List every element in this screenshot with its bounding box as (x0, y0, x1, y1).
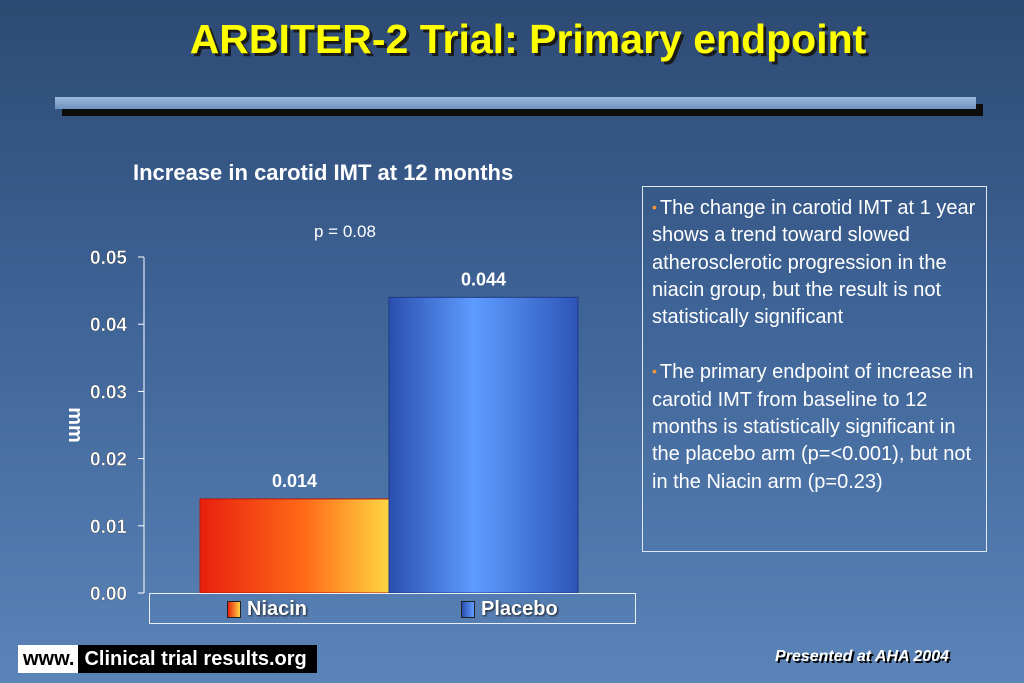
data-label: 0.044 (461, 269, 506, 289)
note-item: • The change in carotid IMT at 1 year sho… (652, 194, 976, 331)
p-value-annotation: p = 0.08 (314, 222, 376, 241)
legend-item-niacin: Niacin (227, 598, 307, 621)
y-tick-label: 0.02 (90, 450, 127, 471)
data-label: 0.014 (272, 471, 317, 491)
notes-box: • The change in carotid IMT at 1 year sho… (642, 186, 987, 552)
bullet-icon: • (652, 363, 657, 380)
presented-at-note: Presented at AHA 2004 (775, 648, 949, 665)
slide-title: ARBITER-2 Trial: Primary endpoint (189, 16, 867, 62)
bar-niacin (199, 498, 390, 594)
legend-swatch-niacin (227, 601, 241, 618)
logo-www: www. (18, 645, 79, 673)
bar-placebo (388, 296, 579, 594)
title-divider (55, 97, 976, 109)
note-text: The change in carotid IMT at 1 year show… (652, 197, 976, 329)
legend-label-niacin: Niacin (247, 598, 308, 620)
y-tick-label: 0.00 (90, 584, 127, 605)
y-tick-label: 0.04 (90, 315, 127, 336)
bullet-icon: • (652, 199, 657, 215)
y-tick-label: 0.03 (90, 382, 127, 403)
chart-legend: Niacin Placebo (149, 593, 636, 624)
note-item: • The primary endpoint of increase in car… (652, 358, 976, 495)
y-tick-label: 0.05 (90, 248, 127, 269)
legend-item-placebo: Placebo (461, 598, 558, 621)
legend-label-placebo: Placebo (481, 598, 558, 620)
y-axis-title: mm (64, 407, 86, 443)
y-tick-label: 0.01 (90, 517, 127, 538)
note-text: The primary endpoint of increase in caro… (652, 361, 974, 493)
logo-site-name: Clinical trial results.org (78, 645, 317, 673)
site-logo: www. Clinical trial results.org (18, 645, 317, 673)
legend-swatch-placebo (461, 601, 475, 618)
chart-title: Increase in carotid IMT at 12 months (133, 160, 514, 185)
